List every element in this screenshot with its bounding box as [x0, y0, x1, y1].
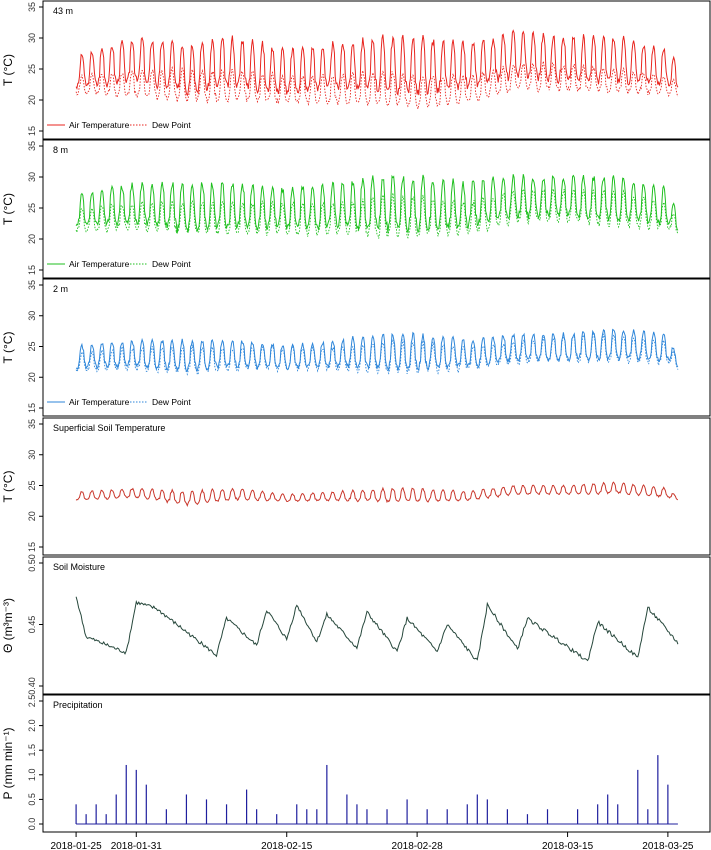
y-axis-label: T (°C): [1, 54, 15, 86]
y-tick-label: 0.40: [27, 677, 37, 695]
legend-label-air-temperature: Air Temperature: [69, 397, 130, 407]
y-tick-label: 0.45: [27, 616, 37, 634]
y-tick-label: 35: [27, 141, 37, 151]
y-tick-label: 15: [27, 403, 37, 413]
panel-title: 43 m: [53, 6, 73, 16]
x-axis: 2018-01-25 2018-01-31 2018-02-15 2018-02-28…: [51, 832, 694, 850]
legend-label-dew-point: Dew Point: [152, 397, 191, 407]
legend-label-dew-point: Dew Point: [152, 259, 191, 269]
legend-label-dew-point: Dew Point: [152, 120, 191, 130]
series-line-soil-temperature: [75, 481, 679, 508]
y-axis-label: Θ (m³m⁻³): [1, 598, 15, 653]
y-tick-label: 30: [27, 450, 37, 460]
series-line-air-temperature: [75, 328, 679, 373]
y-tick-label: 2.0: [27, 719, 37, 732]
panel-title: Precipitation: [53, 700, 103, 710]
panel-6: 0.0 0.5 1.0 1.5 2.0 2.5 P (mm min⁻¹) Precipitat…: [1, 694, 711, 833]
x-tick-label: 2018-03-25: [642, 841, 694, 850]
panel-4: 15 20 25 30 35 T (°C) Superficial Soil Tempera…: [1, 417, 711, 556]
y-tick-label: 20: [27, 511, 37, 521]
y-tick-label: 15: [27, 126, 37, 136]
y-tick-label: 15: [27, 265, 37, 275]
y-tick-label: 25: [27, 480, 37, 490]
panel-frame: [42, 694, 711, 833]
panel-title: 8 m: [53, 145, 68, 155]
y-tick-label: 2.5: [27, 695, 37, 708]
y-tick-label: 15: [27, 542, 37, 552]
y-tick-label: 25: [27, 341, 37, 351]
series-line-soil-moisture: [75, 596, 679, 662]
y-tick-label: 0.5: [27, 793, 37, 806]
y-tick-label: 35: [27, 419, 37, 429]
legend-label-air-temperature: Air Temperature: [69, 120, 130, 130]
panel-3: 15 20 25 30 35 T (°C) 2 m Air Temperature Dew Po…: [1, 278, 711, 417]
x-tick-label: 2018-03-15: [542, 841, 594, 850]
panel-frame: [42, 0, 711, 140]
panel-frame: [42, 556, 711, 695]
y-tick-label: 30: [27, 311, 37, 321]
y-tick-label: 20: [27, 372, 37, 382]
x-tick-label: 2018-01-31: [111, 841, 163, 850]
x-tick-label: 2018-02-15: [261, 841, 313, 850]
series-line-dew-point: [75, 187, 679, 239]
y-tick-label: 0.0: [27, 818, 37, 831]
series-line-dew-point: [75, 61, 679, 110]
y-tick-label: 35: [27, 2, 37, 12]
panel-title: Soil Moisture: [53, 562, 105, 572]
y-tick-label: 35: [27, 280, 37, 290]
panel-5: 0.40 0.45 0.50 Θ (m³m⁻³) Soil Moisture: [1, 554, 711, 695]
panel-frame: [42, 417, 711, 556]
y-tick-label: 20: [27, 234, 37, 244]
y-tick-label: 1.5: [27, 744, 37, 757]
legend-label-air-temperature: Air Temperature: [69, 259, 130, 269]
series-line-air-temperature: [75, 29, 679, 97]
y-tick-label: 25: [27, 203, 37, 213]
x-tick-label: 2018-01-25: [51, 841, 103, 850]
y-tick-label: 30: [27, 33, 37, 43]
series-line-dew-point: [75, 331, 679, 376]
x-tick-label: 2018-02-28: [392, 841, 444, 850]
y-axis-label: T (°C): [1, 193, 15, 225]
y-tick-label: 0.50: [27, 554, 37, 572]
panel-frame: [42, 278, 711, 417]
panel-2: 15 20 25 30 35 T (°C) 8 m Air Temperature Dew Po…: [1, 139, 711, 279]
panel-title: 2 m: [53, 284, 68, 294]
panel-1: 15 20 25 30 35 T (°C) 43 m Air Temperature Dew P…: [1, 0, 711, 140]
y-tick-label: 30: [27, 172, 37, 182]
panel-frame: [42, 139, 711, 279]
panel-title: Superficial Soil Temperature: [53, 423, 165, 433]
y-tick-label: 1.0: [27, 769, 37, 782]
y-axis-label: T (°C): [1, 471, 15, 503]
y-axis-label: T (°C): [1, 332, 15, 364]
y-tick-label: 20: [27, 95, 37, 105]
y-axis-label: P (mm min⁻¹): [1, 727, 15, 799]
series-line-air-temperature: [75, 174, 679, 234]
y-tick-label: 25: [27, 64, 37, 74]
